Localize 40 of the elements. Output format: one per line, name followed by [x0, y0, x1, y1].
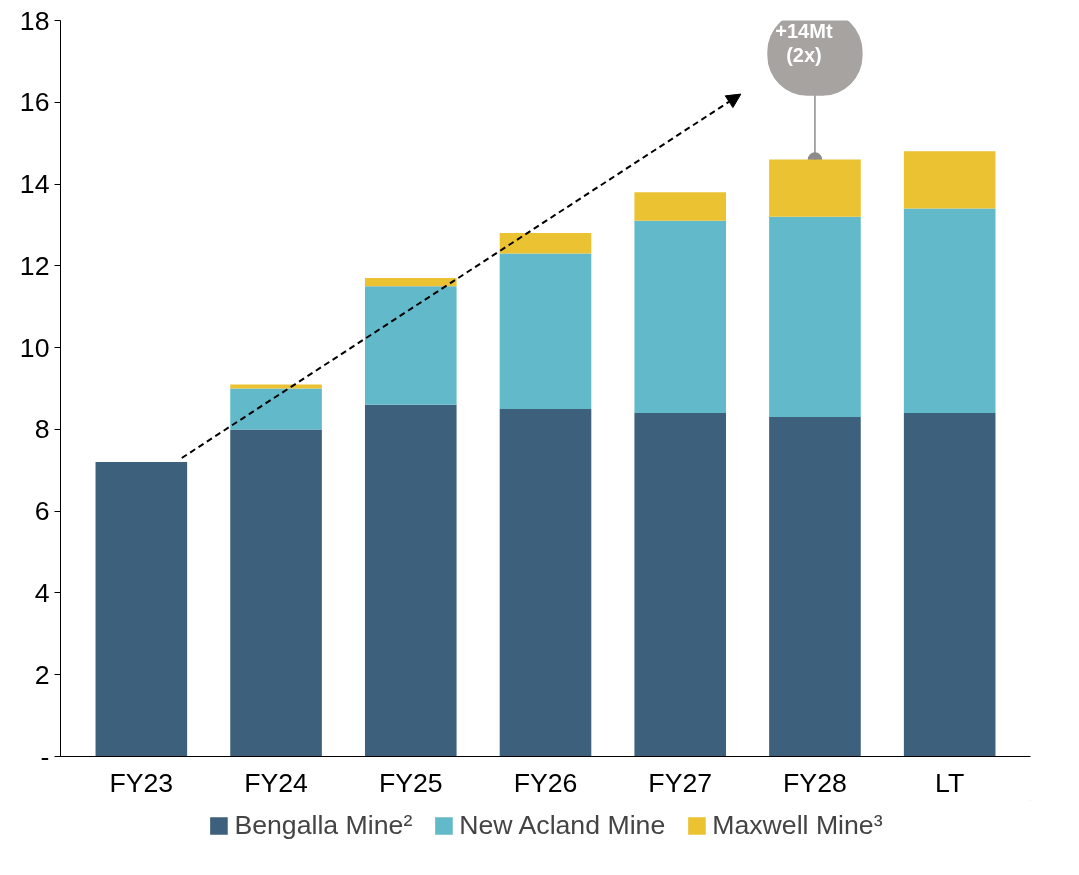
- bar: [634, 413, 727, 757]
- bar: [903, 208, 996, 414]
- x-tick-label: FY28: [783, 767, 847, 798]
- bar: [364, 286, 457, 405]
- bar: [903, 413, 996, 757]
- bar: [364, 404, 457, 757]
- bar: [634, 192, 727, 221]
- bar: [634, 220, 727, 414]
- bar: [364, 278, 457, 287]
- bar: [769, 216, 861, 418]
- bar: [903, 151, 996, 209]
- y-tick-label: 2: [34, 659, 50, 690]
- bar: [499, 233, 592, 254]
- legend-label: New Acland Mine: [459, 809, 666, 841]
- bar: [230, 388, 322, 430]
- x-tick-label: FY27: [648, 767, 713, 798]
- y-tick-label: 14: [19, 169, 50, 200]
- y-tick-label: 18: [19, 5, 50, 36]
- y-tick-label: 6: [34, 496, 50, 527]
- y-tick-label: 12: [19, 250, 50, 281]
- x-tick-label: FY26: [513, 767, 578, 798]
- y-tick-label: -: [40, 741, 50, 772]
- legend-label: Bengalla Mine²: [234, 809, 413, 841]
- legend-label: Maxwell Mine³: [712, 809, 883, 841]
- bar: [230, 384, 322, 389]
- x-tick-label: FY25: [378, 767, 443, 798]
- bar: [499, 408, 592, 757]
- bar: [95, 462, 188, 757]
- bar: [769, 417, 861, 757]
- y-tick-label: 16: [19, 87, 50, 118]
- y-tick-label: 10: [19, 332, 50, 363]
- bar: [769, 159, 861, 217]
- x-tick-label: FY23: [109, 767, 174, 798]
- x-tick-label: LT: [935, 767, 965, 798]
- x-tick-label: FY24: [244, 767, 309, 798]
- y-tick-label: 8: [34, 414, 50, 445]
- annotation: +14Mt (2x): [775, 19, 833, 66]
- bar: [230, 429, 322, 757]
- y-tick-label: 4: [34, 577, 50, 608]
- bar: [499, 253, 592, 409]
